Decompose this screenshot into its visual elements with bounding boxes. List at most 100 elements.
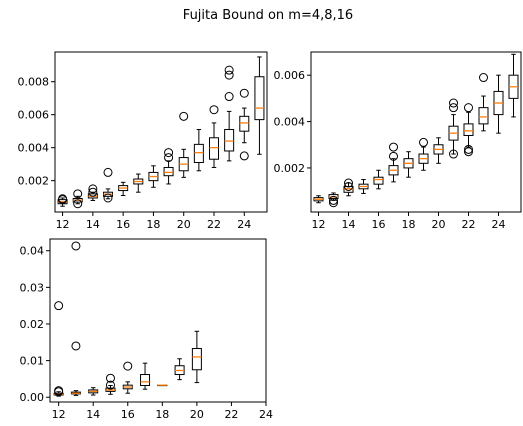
- outlier-point: [344, 181, 353, 191]
- x-tick-label: 14: [86, 408, 100, 421]
- y-tick-label: 0.006: [274, 69, 306, 82]
- x-tick-label: 24: [237, 218, 251, 231]
- outlier-point: [54, 386, 64, 396]
- box-x18: [403, 151, 414, 178]
- x-tick-label: 20: [432, 218, 446, 231]
- outlier-point: [419, 137, 428, 147]
- outlier-point: [105, 380, 115, 390]
- y-tick-label: 0.002: [18, 175, 50, 188]
- x-tick-label: 24: [259, 408, 273, 421]
- outlier-point: [54, 301, 64, 311]
- outlier-point: [479, 73, 488, 83]
- outlier-point: [103, 193, 113, 203]
- box-x14: [343, 178, 354, 197]
- box-x16: [118, 181, 129, 197]
- y-tick-label: 0.03: [20, 281, 45, 294]
- x-tick-label: 12: [312, 218, 326, 231]
- x-tick-label: 20: [190, 408, 204, 421]
- box-x12: [57, 194, 68, 207]
- box-x25: [508, 53, 519, 118]
- x-tick-label: 16: [121, 408, 135, 421]
- box-x15: [105, 373, 116, 395]
- outlier-point: [71, 341, 81, 351]
- outlier-point: [164, 148, 174, 158]
- axes-frame: [310, 51, 522, 213]
- x-tick-label: 18: [146, 218, 160, 231]
- box-body: [209, 137, 219, 160]
- box-x23: [224, 65, 235, 162]
- figure-title: Fujita Bound on m=4,8,16: [183, 8, 353, 23]
- box-x13: [328, 192, 339, 208]
- outlier-point: [239, 151, 249, 161]
- outlier-point: [464, 144, 473, 154]
- y-tick-label: 0.006: [18, 109, 50, 122]
- box-x13: [70, 241, 81, 396]
- y-tick-label: 0.008: [18, 76, 50, 89]
- box-x17: [140, 362, 151, 390]
- x-tick-label: 18: [402, 218, 416, 231]
- outlier-point: [389, 142, 398, 152]
- subplot-top-left: 12 14 16 18 20 22 24 0.002 0.004 0.006 0.008: [18, 51, 268, 231]
- outlier-point: [179, 111, 189, 121]
- x-tick-label: 22: [462, 218, 476, 231]
- x-tick-label: 14: [86, 218, 100, 231]
- outlier-point: [73, 189, 83, 199]
- outlier-point: [449, 98, 458, 108]
- box-x14: [87, 184, 98, 201]
- box-x19: [418, 137, 429, 171]
- outlier-point: [329, 195, 338, 205]
- x-tick-label: 12: [56, 218, 70, 231]
- outlier-point: [449, 149, 458, 159]
- box-x23: [478, 73, 489, 132]
- outlier-point: [464, 147, 473, 157]
- y-tick-label: 0.002: [274, 162, 306, 175]
- outlier-point: [209, 105, 219, 115]
- box-body: [254, 76, 265, 121]
- axes-frame: [49, 238, 267, 403]
- y-tick-label: 0.04: [20, 245, 45, 258]
- outlier-point: [105, 373, 115, 383]
- outlier-point: [71, 241, 81, 251]
- outlier-point: [344, 178, 353, 188]
- y-tick-label: 0.004: [18, 142, 50, 155]
- outlier-point: [224, 65, 234, 75]
- x-tick-label: 18: [155, 408, 169, 421]
- box-x12: [53, 301, 64, 397]
- box-x19: [163, 148, 174, 185]
- box-x24: [493, 74, 504, 134]
- subplot-bottom-left: 12 14 16 18 20 22 24 0.00 0.01 0.02 0.03 0.04: [20, 238, 273, 421]
- x-tick-label: 16: [116, 218, 130, 231]
- box-body: [224, 129, 235, 152]
- box-x24: [239, 88, 250, 161]
- box-body: [191, 348, 202, 371]
- y-tick-label: 0.004: [274, 116, 306, 129]
- outlier-point: [73, 199, 83, 209]
- outlier-point: [224, 92, 234, 102]
- x-tick-label: 22: [207, 218, 221, 231]
- box-body: [239, 115, 250, 132]
- outlier-point: [224, 70, 234, 80]
- box-x16: [122, 361, 133, 394]
- box-x12: [313, 195, 324, 204]
- y-tick-label: 0.01: [20, 355, 45, 368]
- outlier-point: [239, 88, 249, 98]
- x-tick-label: 24: [492, 218, 506, 231]
- box-body: [373, 176, 384, 185]
- subplot-top-right: 12 14 16 18 20 22 24 0.002 0.004 0.006: [274, 51, 522, 231]
- outlier-point: [164, 153, 174, 163]
- outlier-point: [389, 151, 398, 161]
- box-body: [140, 374, 151, 387]
- x-tick-label: 22: [224, 408, 238, 421]
- outlier-point: [123, 361, 133, 371]
- axes-frame: [54, 51, 268, 213]
- box-x20: [191, 330, 202, 384]
- box-body: [193, 143, 204, 164]
- y-tick-label: 0.02: [20, 318, 45, 331]
- outlier-point: [103, 167, 113, 177]
- x-tick-label: 12: [52, 408, 66, 421]
- box-x17: [133, 173, 144, 193]
- x-tick-label: 20: [177, 218, 191, 231]
- y-tick-label: 0.00: [20, 391, 45, 404]
- outlier-point: [464, 103, 473, 113]
